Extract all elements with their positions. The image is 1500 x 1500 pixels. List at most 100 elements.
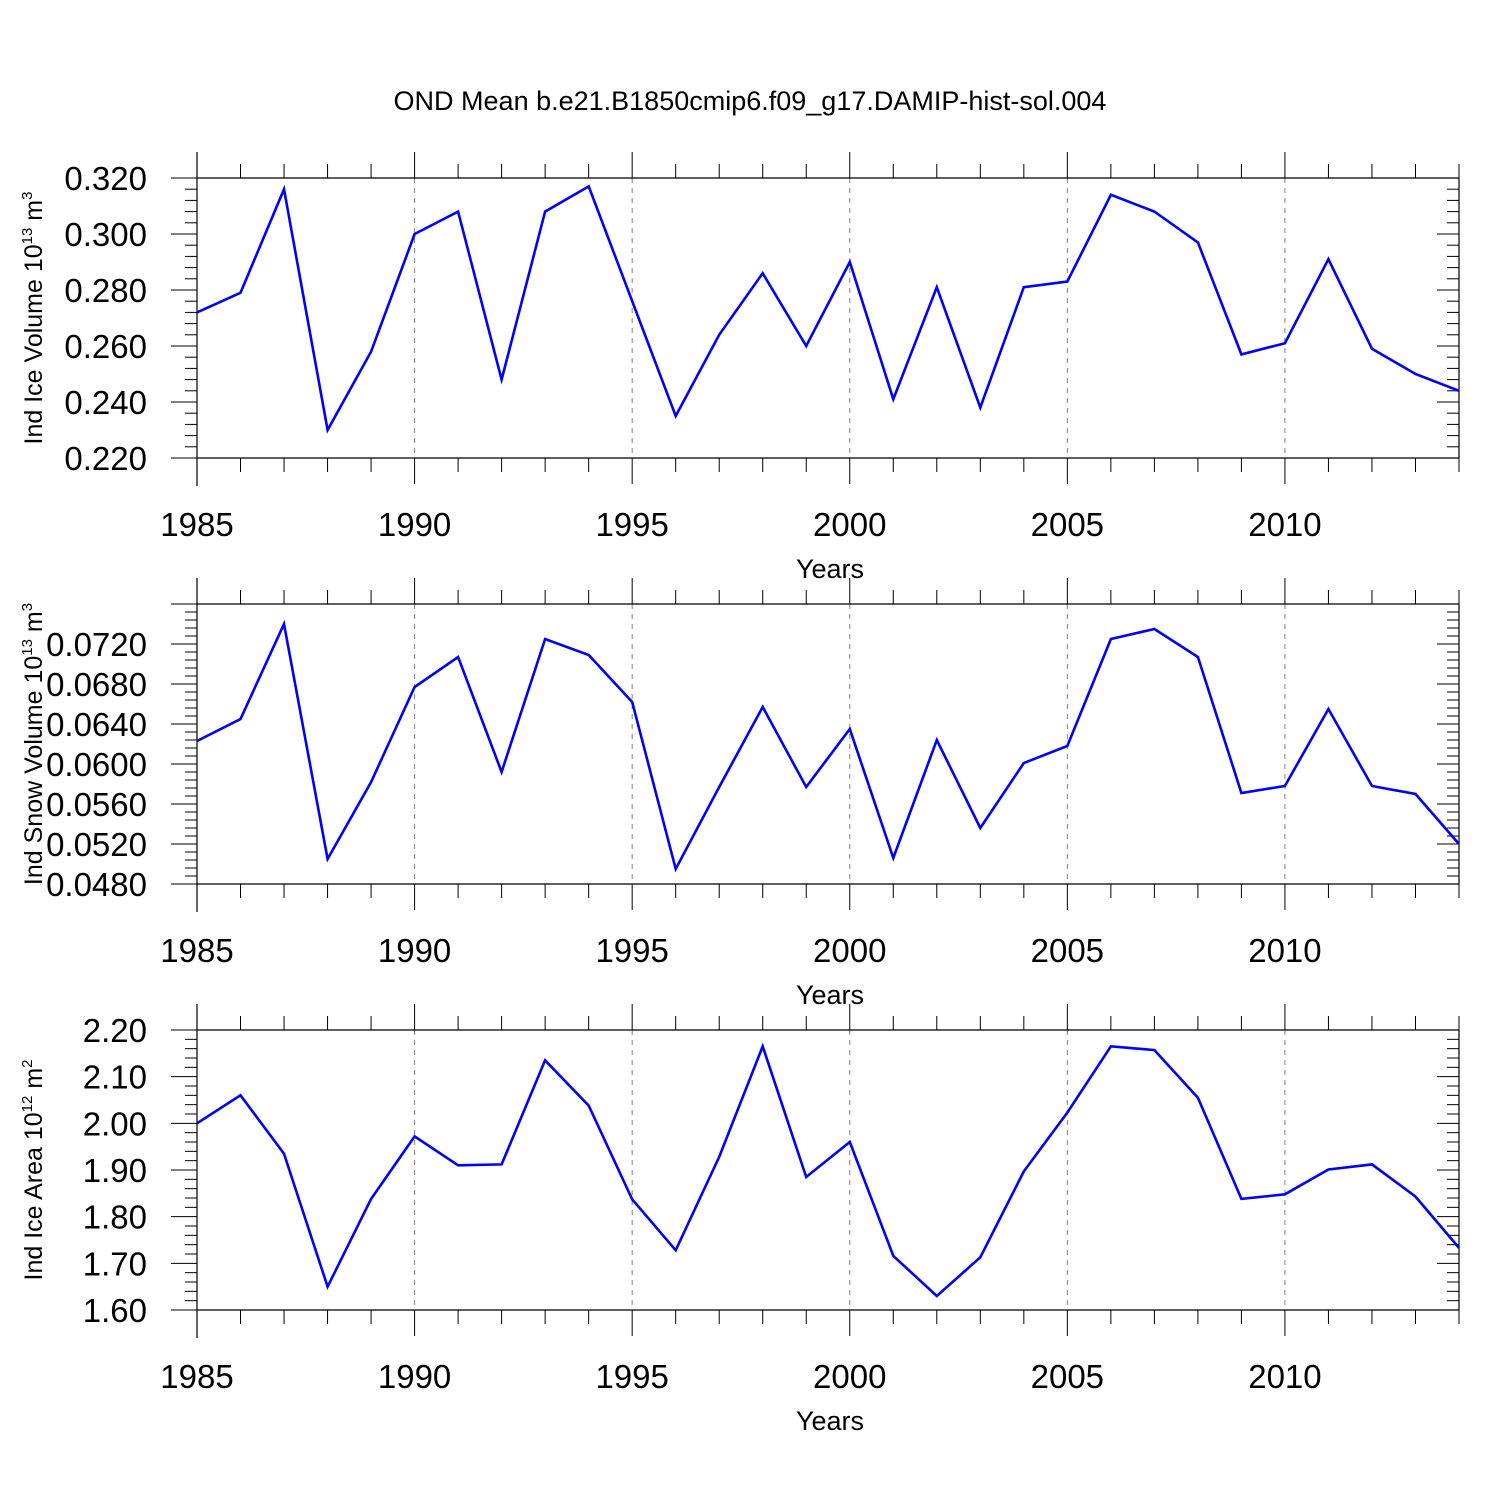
- snow-volume-xtick-label-5: 2010: [1248, 932, 1321, 969]
- ice-volume-point-2000: [848, 260, 852, 264]
- snow-volume-point-2000: [848, 727, 852, 731]
- ice-area-xtick-label-0: 1985: [160, 1358, 233, 1395]
- snow-volume-point-1989: [369, 780, 373, 784]
- snow-volume-point-2012: [1370, 784, 1374, 788]
- ice-volume-point-2011: [1326, 257, 1330, 261]
- snow-volume-point-1997: [717, 785, 721, 789]
- ice-area-point-1995: [630, 1197, 634, 1201]
- snow-volume-point-2010: [1283, 784, 1287, 788]
- ice-volume-point-2012: [1370, 347, 1374, 351]
- snow-volume-point-1986: [239, 717, 243, 721]
- ice-area-point-1990: [413, 1134, 417, 1138]
- snow-volume-point-2011: [1326, 707, 1330, 711]
- ice-area-point-1993: [543, 1058, 547, 1062]
- snow-volume-point-2007: [1152, 627, 1156, 631]
- ice-area-point-2014: [1457, 1246, 1461, 1250]
- ice-volume-xtick-label-5: 2010: [1248, 506, 1321, 543]
- snow-volume-xtick-label-0: 1985: [160, 932, 233, 969]
- ice-area-point-1986: [239, 1093, 243, 1097]
- ice-area-point-1997: [717, 1155, 721, 1159]
- ice-area-point-2005: [1065, 1111, 1069, 1115]
- ice-volume-ytick-label-4: 0.300: [64, 216, 147, 253]
- ice-volume-xtick-label-1: 1990: [378, 506, 451, 543]
- ice-volume-point-2010: [1283, 341, 1287, 345]
- ice-area-point-2006: [1109, 1044, 1113, 1048]
- ice-area-xtick-label-1: 1990: [378, 1358, 451, 1395]
- ice-volume-point-1992: [500, 378, 504, 382]
- ice-volume-point-1987: [282, 187, 286, 191]
- ice-area-point-1991: [456, 1163, 460, 1167]
- ice-volume-xtick-label-0: 1985: [160, 506, 233, 543]
- snow-volume-x-axis-label: Years: [796, 980, 864, 1010]
- ice-area-point-1994: [587, 1104, 591, 1108]
- snow-volume-series-line: [196, 619, 1460, 873]
- ice-area-x-axis-label: Years: [796, 1406, 864, 1436]
- snow-volume-point-2009: [1239, 791, 1243, 795]
- ice-volume-point-2009: [1239, 352, 1243, 356]
- ice-volume-point-1996: [674, 414, 678, 418]
- snow-volume-point-2014: [1457, 842, 1461, 846]
- ice-area-xtick-label-2: 1995: [595, 1358, 668, 1395]
- ice-volume-point-1994: [587, 184, 591, 188]
- ice-volume-ytick-label-3: 0.280: [64, 272, 147, 309]
- ice-volume-point-2007: [1152, 210, 1156, 214]
- snow-volume-point-2005: [1065, 744, 1069, 748]
- ice-area-point-2002: [935, 1294, 939, 1298]
- snow-volume-point-1994: [587, 653, 591, 657]
- ice-area-point-1985: [195, 1121, 199, 1125]
- ice-volume-point-1995: [630, 299, 634, 303]
- snow-volume-ytick-label-3: 0.0600: [46, 746, 147, 783]
- ice-area-point-2011: [1326, 1168, 1330, 1172]
- ice-volume-point-1999: [804, 344, 808, 348]
- ice-area-xtick-label-4: 2005: [1031, 1358, 1104, 1395]
- ice-area-point-1992: [500, 1162, 504, 1166]
- ice-volume-point-2008: [1196, 240, 1200, 244]
- snow-volume-point-2013: [1413, 792, 1417, 796]
- ice-area-series-line: [196, 1042, 1460, 1298]
- ice-area-point-2013: [1413, 1195, 1417, 1199]
- snow-volume-point-1985: [195, 739, 199, 743]
- ice-volume-point-1997: [717, 333, 721, 337]
- ice-volume-y-axis-label: Ind Ice Volume 1013 m3: [19, 192, 48, 445]
- ice-volume-point-2005: [1065, 280, 1069, 284]
- ice-volume-series-line: [196, 184, 1460, 434]
- ice-volume-point-2004: [1022, 285, 1026, 289]
- ice-volume-point-1998: [761, 271, 765, 275]
- ice-volume-ytick-label-5: 0.320: [64, 160, 147, 197]
- ice-area-point-2008: [1196, 1096, 1200, 1100]
- ice-volume-ytick-label-1: 0.240: [64, 384, 147, 421]
- ice-area-point-1998: [761, 1044, 765, 1048]
- snow-volume-xtick-label-3: 2000: [813, 932, 886, 969]
- snow-volume-point-1996: [674, 867, 678, 871]
- snow-volume-xtick-label-1: 1990: [378, 932, 451, 969]
- ice-area-point-2007: [1152, 1048, 1156, 1052]
- ice-area-ytick-label-3: 1.90: [83, 1152, 147, 1189]
- snow-volume-point-1990: [413, 685, 417, 689]
- ice-area-ytick-label-1: 1.70: [83, 1245, 147, 1282]
- ice-volume-point-2001: [891, 397, 895, 401]
- ice-volume-point-2003: [978, 406, 982, 410]
- ice-volume-ytick-label-2: 0.260: [64, 328, 147, 365]
- snow-volume-ytick-label-6: 0.0720: [46, 626, 147, 663]
- ice-volume-point-1990: [413, 232, 417, 236]
- snow-volume-point-2001: [891, 856, 895, 860]
- ice-volume-point-2006: [1109, 193, 1113, 197]
- ice-volume-point-2002: [935, 285, 939, 289]
- snow-volume-xtick-label-2: 1995: [595, 932, 668, 969]
- ice-volume-point-1993: [543, 210, 547, 214]
- snow-volume-point-1995: [630, 700, 634, 704]
- ice-area-point-2012: [1370, 1162, 1374, 1166]
- snow-volume-ytick-label-0: 0.0480: [46, 866, 147, 903]
- snow-volume-point-2004: [1022, 761, 1026, 765]
- ice-area-point-1988: [326, 1285, 330, 1289]
- ice-volume-point-1988: [326, 428, 330, 432]
- ice-area-ytick-label-4: 2.00: [83, 1105, 147, 1142]
- ice-area-ytick-label-5: 2.10: [83, 1059, 147, 1096]
- snow-volume-y-axis-label: Ind Snow Volume 1013 m3: [19, 603, 48, 885]
- ice-area-point-1999: [804, 1175, 808, 1179]
- ice-area-xtick-label-5: 2010: [1248, 1358, 1321, 1395]
- ice-volume-point-2014: [1457, 389, 1461, 393]
- snow-volume-point-1999: [804, 785, 808, 789]
- ice-area-point-2010: [1283, 1192, 1287, 1196]
